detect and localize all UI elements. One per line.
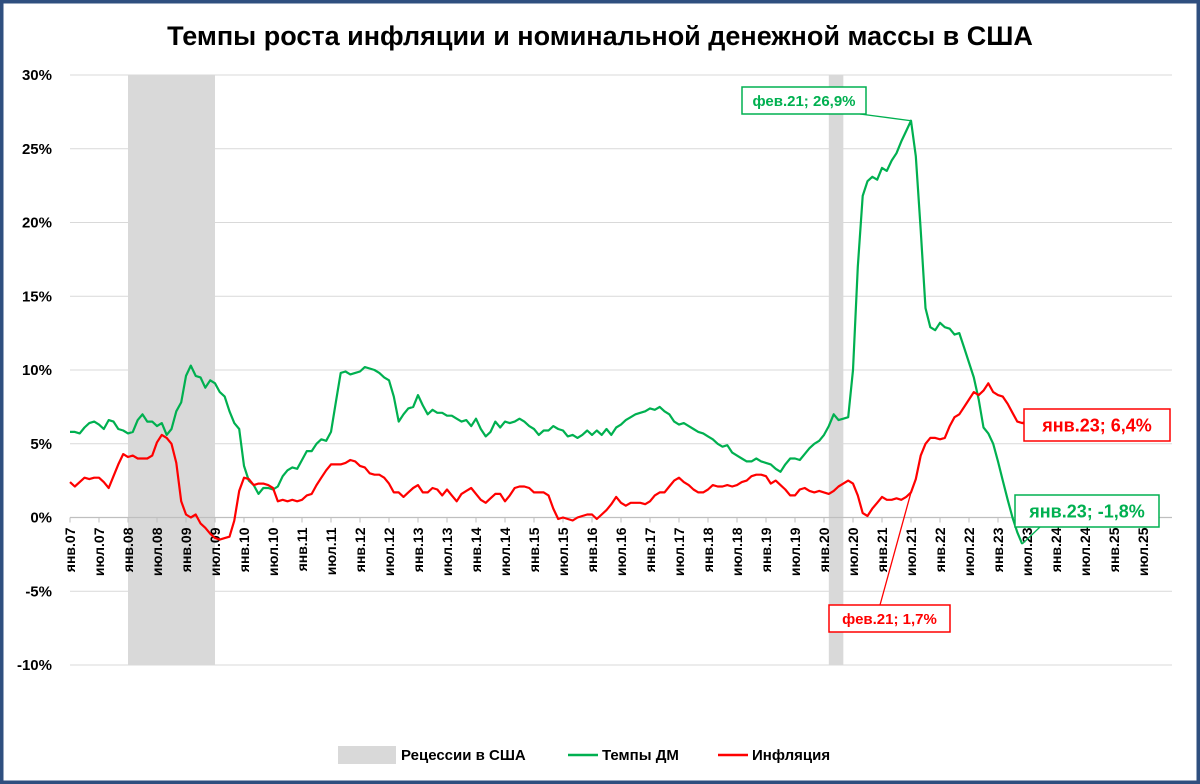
x-tick-label: июл.24 — [1077, 527, 1093, 576]
x-tick-label: июл.20 — [845, 527, 861, 576]
x-tick-label: июл.19 — [787, 527, 803, 576]
callout-inflation-low-box — [828, 604, 951, 633]
callout-dm-peak-label: фев.21; 26,9% — [752, 93, 855, 110]
legend-label-money-supply: Темпы ДМ — [602, 747, 679, 764]
callout-dm-end-label: янв.23; -1,8% — [1028, 501, 1144, 521]
series-line-money-supply — [70, 119, 1024, 545]
callouts: фев.21; 26,9% янв.23; -1,8% янв.23; 6,4% фе… — [741, 86, 1171, 633]
x-tick-label: янв.09 — [178, 527, 194, 572]
x-tick-label: июл.07 — [91, 527, 107, 576]
y-tick-label: 10% — [22, 362, 52, 379]
y-tick-label: 20% — [22, 215, 52, 232]
x-tick-label: июл.08 — [149, 527, 165, 576]
x-tick-label: янв.12 — [352, 527, 368, 572]
x-tick-label: янв.24 — [1048, 527, 1064, 572]
x-tick-label: июл.15 — [555, 527, 571, 576]
callout-dm-peak-leader — [859, 113, 912, 122]
x-tick-label: июл.23 — [1019, 527, 1035, 576]
y-tick-label: -10% — [17, 657, 52, 674]
x-tick-label: янв.08 — [120, 527, 136, 572]
x-tick-label: янв.23 — [990, 527, 1006, 572]
x-axis-labels: янв.07 июл.07 янв.08 июл.08 янв.09 июл.09 янв.… — [62, 527, 1151, 576]
x-tick-label: янв.14 — [468, 527, 484, 572]
callout-inflation-end-box — [1023, 408, 1171, 442]
x-tick-label: янв.17 — [642, 527, 658, 572]
callout-dm-end-box — [1014, 494, 1160, 528]
x-tick-label: янв.15 — [526, 527, 542, 572]
callout-dm-peak-box — [741, 86, 867, 115]
gridlines — [69, 74, 1172, 666]
x-tick-label: янв.07 — [62, 527, 78, 572]
callout-inflation-low-label: фев.21; 1,7% — [842, 611, 937, 628]
y-tick-label: 0% — [30, 510, 52, 527]
x-tick-label: июл.11 — [323, 527, 339, 575]
x-tick-label: июл.13 — [439, 527, 455, 576]
legend-label-recession: Рецессии в США — [401, 747, 526, 764]
y-tick-label: 15% — [22, 288, 52, 305]
x-tick-label: янв.18 — [700, 527, 716, 572]
x-tick-label: июл.25 — [1135, 527, 1151, 576]
legend-swatch-recession — [338, 746, 396, 764]
x-tick-label: июл.10 — [265, 527, 281, 576]
x-tick-label: янв.20 — [816, 527, 832, 572]
y-tick-label: 30% — [22, 67, 52, 84]
y-tick-label: 5% — [30, 436, 52, 453]
y-tick-label: -5% — [25, 583, 52, 600]
x-tick-label: янв.11 — [294, 527, 310, 571]
x-tick-label: июл.18 — [729, 527, 745, 576]
x-tick-label: июл.17 — [671, 527, 687, 576]
x-tick-label: июл.22 — [961, 527, 977, 576]
x-tick-label: июл.12 — [381, 527, 397, 576]
x-tick-label: янв.19 — [758, 527, 774, 572]
x-tick-label: янв.21 — [874, 527, 890, 572]
x-tick-label: янв.22 — [932, 527, 948, 572]
callout-inflation-end-label: янв.23; 6,4% — [1041, 415, 1152, 435]
y-tick-label: 25% — [22, 141, 52, 158]
callout-inflation-low-leader — [879, 492, 912, 606]
series-line-inflation — [69, 382, 1028, 541]
legend: Рецессии в США Темпы ДМ Инфляция — [338, 746, 830, 764]
legend-label-inflation: Инфляция — [752, 747, 830, 764]
x-tick-label: июл.14 — [497, 527, 513, 576]
x-tick-label: янв.10 — [236, 527, 252, 572]
series-lines — [69, 119, 1028, 545]
chart-title: Темпы роста инфляции и номинальной денеж… — [167, 21, 1033, 51]
x-tick-label: янв.25 — [1106, 527, 1122, 572]
callout-dm-end-leader — [1021, 526, 1041, 545]
x-tick-label: июл.09 — [207, 527, 223, 576]
x-tick-label: янв.13 — [410, 527, 426, 572]
x-tick-label: янв.16 — [584, 527, 600, 572]
x-tick-label: июл.16 — [613, 527, 629, 576]
x-tick-label: июл.21 — [903, 527, 919, 576]
y-axis-labels: -10% -5% 0% 5% 10% 15% 20% 25% 30% — [17, 67, 52, 674]
